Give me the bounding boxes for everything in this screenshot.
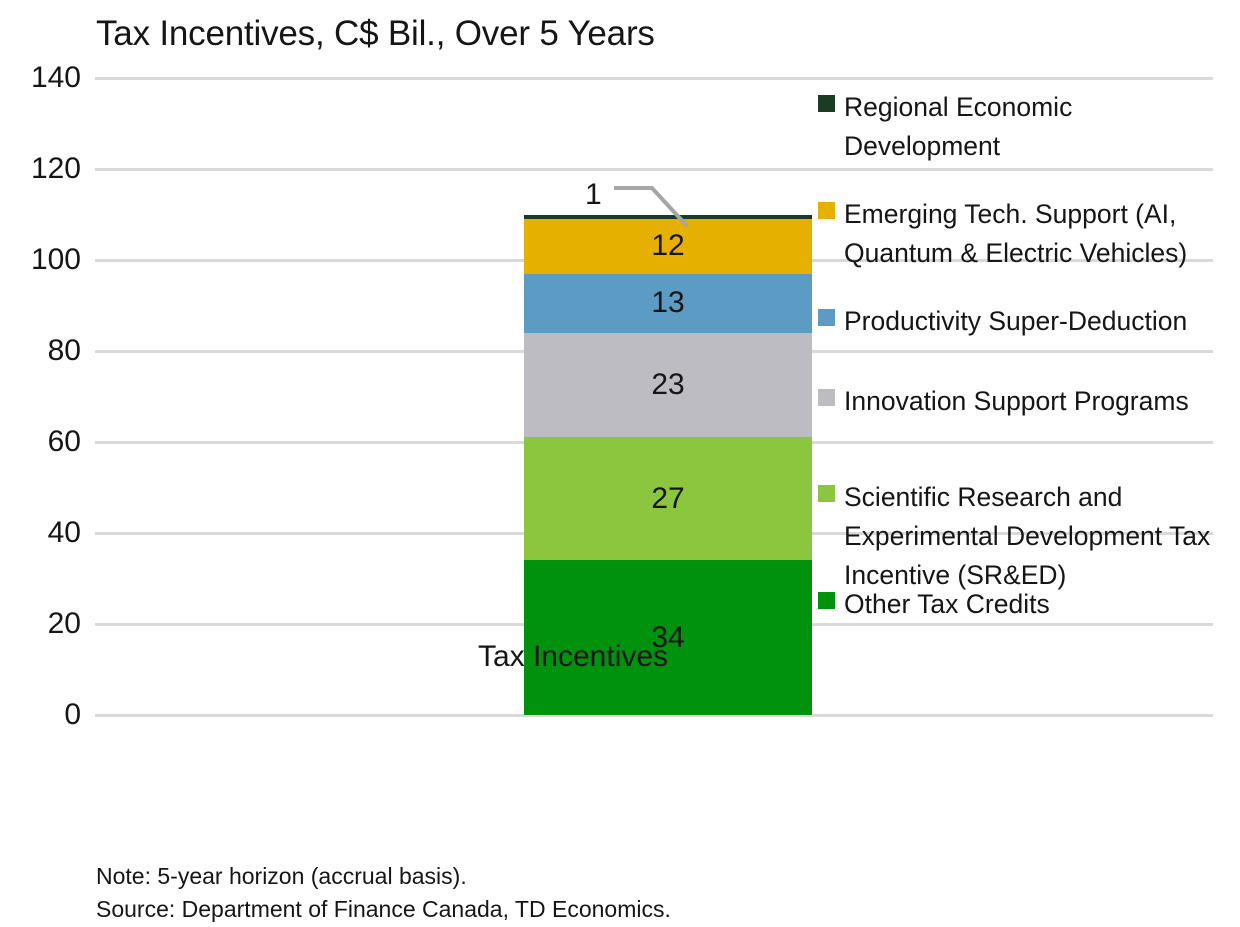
- y-axis-tick-label: 0: [64, 698, 81, 731]
- legend-item-label: Emerging Tech. Support (AI, Quantum & El…: [844, 199, 1188, 269]
- bar-segment-value: 13: [651, 286, 685, 320]
- bar-segment-value: 27: [651, 481, 685, 515]
- footnote-source: Source: Department of Finance Canada, TD…: [96, 896, 671, 923]
- bar-segment[interactable]: 34: [524, 560, 812, 715]
- legend-swatch-icon: [818, 309, 835, 326]
- y-axis-tick-label: 120: [30, 152, 81, 185]
- segment-callout-label: 1: [585, 178, 602, 211]
- y-axis-tick-label: 40: [47, 516, 81, 549]
- bar-stack-tax-incentives[interactable]: 34 27 23 13 12: [524, 214, 812, 715]
- bar-segment[interactable]: 27: [524, 437, 812, 561]
- footnote-note: Note: 5-year horizon (accrual basis).: [96, 863, 467, 889]
- legend-swatch-icon: [818, 202, 835, 219]
- legend-item[interactable]: Scientific Research and Experimental Dev…: [818, 478, 1228, 596]
- bar-segment[interactable]: [524, 214, 812, 220]
- plot-area: 34 27 23 13 12: [95, 76, 1213, 717]
- bar-segment[interactable]: 12: [524, 219, 812, 274]
- y-axis-tick-label: 80: [47, 334, 81, 367]
- y-axis-tick-label: 20: [47, 607, 81, 640]
- chart-footnotes: Note: 5-year horizon (accrual basis). So…: [96, 860, 671, 927]
- y-axis-tick-label: 140: [30, 61, 81, 94]
- legend-item[interactable]: Other Tax Credits: [818, 585, 1228, 624]
- bar-segment[interactable]: 23: [524, 332, 812, 438]
- callout-leader-line-icon: [614, 186, 689, 228]
- gridline: [95, 76, 1213, 80]
- bar-segment-value: 12: [651, 229, 685, 263]
- gridline: [95, 167, 1213, 171]
- bar-segment-value: 23: [651, 368, 685, 402]
- legend-item[interactable]: Regional Economic Development: [818, 88, 1228, 166]
- legend-item-label: Productivity Super-Deduction: [844, 306, 1188, 336]
- bar-segment[interactable]: 13: [524, 273, 812, 333]
- x-axis-category-label: Tax Incentives: [477, 640, 669, 673]
- y-axis-tick-label: 100: [30, 243, 81, 276]
- legend-swatch-icon: [818, 485, 835, 502]
- legend-item-label: Other Tax Credits: [844, 589, 1050, 619]
- legend-swatch-icon: [818, 592, 835, 609]
- chart-legend: Regional Economic Development Emerging Te…: [818, 88, 1228, 648]
- legend-item-label: Scientific Research and Experimental Dev…: [844, 482, 1211, 591]
- legend-swatch-icon: [818, 389, 835, 406]
- legend-item[interactable]: Productivity Super-Deduction: [818, 302, 1228, 341]
- chart-title: Tax Incentives, C$ Bil., Over 5 Years: [96, 14, 655, 53]
- legend-item[interactable]: Innovation Support Programs: [818, 382, 1228, 421]
- legend-swatch-icon: [818, 95, 835, 112]
- gridline: [95, 713, 1213, 717]
- legend-item[interactable]: Emerging Tech. Support (AI, Quantum & El…: [818, 195, 1228, 273]
- legend-item-label: Innovation Support Programs: [844, 386, 1189, 416]
- y-axis-tick-label: 60: [47, 425, 81, 458]
- legend-item-label: Regional Economic Development: [844, 92, 1073, 162]
